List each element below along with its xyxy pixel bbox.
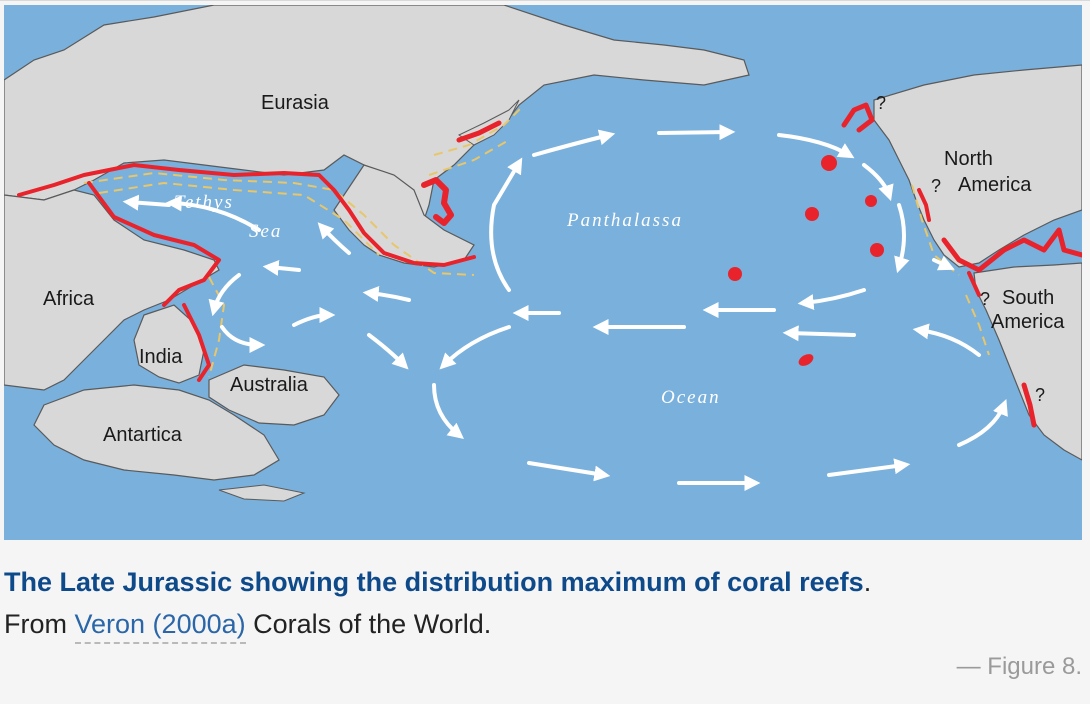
paleogeographic-map: Eurasia North ? America ? ? South Americ…	[4, 5, 1082, 540]
landmass-india	[133, 304, 205, 384]
reef-islands	[728, 155, 884, 366]
label-south-america-line1: South	[1002, 287, 1055, 309]
label-eurasia: Eurasia	[261, 92, 329, 114]
label-south-america-line2: America	[991, 311, 1065, 333]
landmass-antarctica	[33, 384, 280, 481]
label-question-alaska: ?	[876, 93, 887, 113]
caption-prefix: From	[4, 609, 75, 639]
label-north-america-line1: North	[944, 148, 993, 170]
label-sea: Sea	[249, 221, 283, 242]
figure-number: — Figure 8.	[956, 653, 1082, 680]
coral-reef-coastlines	[17, 102, 1082, 428]
label-question-south-america: ?	[980, 289, 991, 309]
landmass-eurasia	[4, 5, 750, 226]
label-question-north-america: ?	[931, 176, 942, 196]
citation-link[interactable]: Veron (2000a)	[74, 609, 246, 644]
label-tethys: Tethys	[174, 192, 234, 213]
label-africa: Africa	[43, 288, 95, 310]
figure-caption: The Late Jurassic showing the distributi…	[4, 561, 1084, 645]
label-north-america-line2: America	[958, 174, 1032, 196]
label-ocean: Ocean	[661, 387, 721, 408]
caption-suffix: Corals of the World.	[245, 609, 492, 639]
caption-title: The Late Jurassic showing the distributi…	[4, 567, 864, 597]
landmass-australia	[208, 364, 340, 426]
label-antarctica: Antartica	[103, 424, 182, 446]
label-question-south-america-west: ?	[1035, 385, 1046, 405]
landmass-antarctic-island	[218, 484, 306, 502]
label-australia: Australia	[230, 374, 308, 396]
label-panthalassa: Panthalassa	[567, 210, 683, 231]
caption-title-period: .	[863, 567, 872, 597]
label-india: India	[139, 346, 183, 368]
ocean-current-arrows	[122, 124, 1008, 491]
